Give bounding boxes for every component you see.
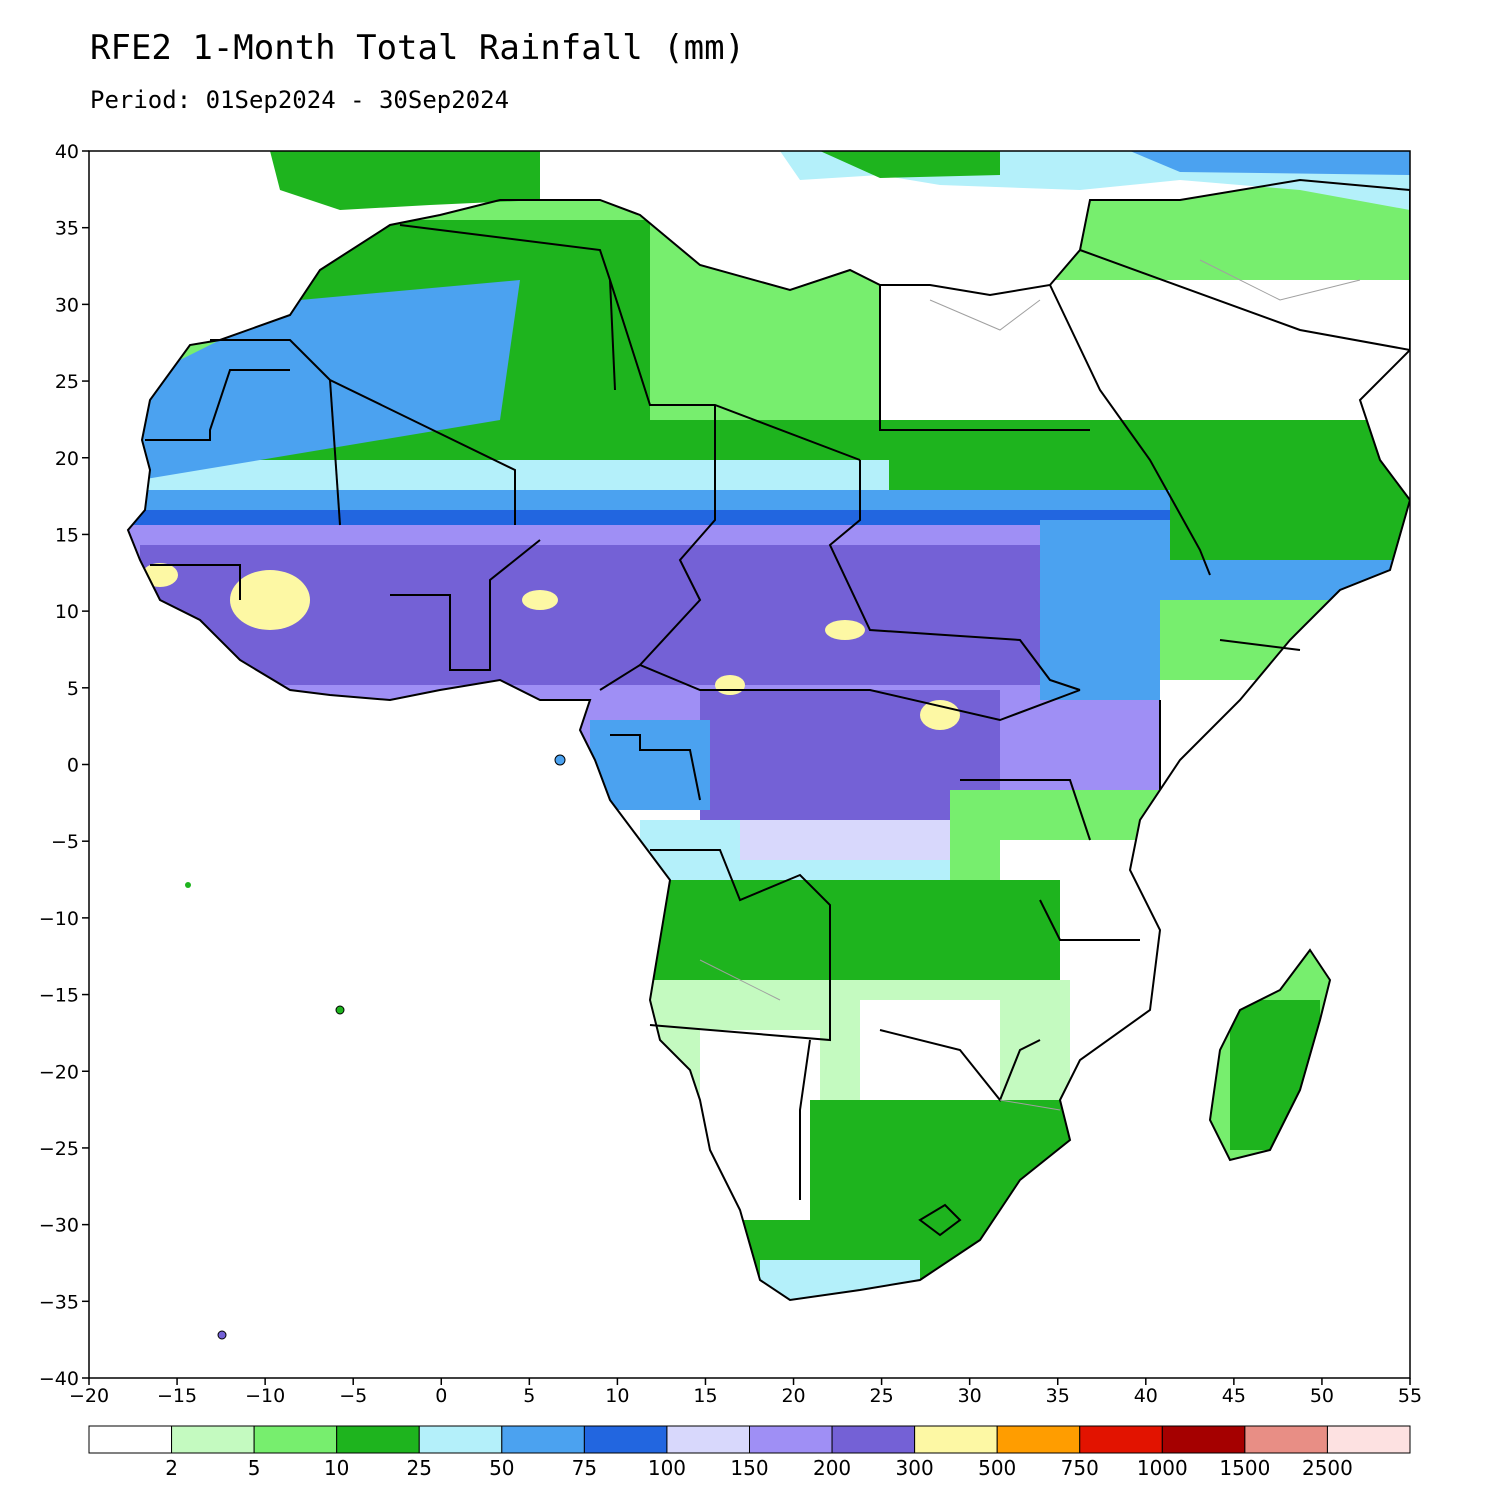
- iberia-rainfall: [270, 151, 540, 210]
- colorbar-swatch: [831, 1425, 916, 1454]
- y-tick-label: −15: [39, 985, 79, 1007]
- colorbar-swatch: [336, 1425, 420, 1454]
- colorbar-label: 25: [407, 1456, 432, 1480]
- colorbar-swatch: [996, 1425, 1081, 1454]
- x-axis: −20 −15 −10 −5 0 5 10 15 20 25 30 35 40 45 50 55: [69, 1378, 1422, 1407]
- admin-borders: [699, 259, 1361, 1111]
- y-tick-label: 15: [55, 524, 79, 546]
- island-st-helena: [335, 1005, 345, 1015]
- map-period: Period: 01Sep2024 - 30Sep2024: [90, 86, 510, 114]
- colorbar-label: 200: [813, 1456, 851, 1480]
- y-tick-label: 35: [55, 218, 79, 240]
- colorbar-swatch: [1244, 1425, 1328, 1454]
- island-sao-tome: [554, 754, 566, 766]
- colorbar-label: 10: [324, 1456, 349, 1480]
- colorbar-swatch: [749, 1425, 833, 1454]
- colorbar-label: 50: [489, 1456, 514, 1480]
- y-tick-label: 5: [67, 678, 79, 700]
- colorbar-label: 500: [978, 1456, 1016, 1480]
- colorbar-label: 1500: [1219, 1456, 1270, 1480]
- x-tick-label: 5: [523, 1385, 535, 1407]
- colorbar-swatch: [914, 1425, 998, 1454]
- x-tick-label: 50: [1310, 1385, 1334, 1407]
- y-tick-label: −20: [39, 1061, 79, 1083]
- x-tick-label: −10: [245, 1385, 285, 1407]
- colorbar-swatch: [253, 1425, 338, 1454]
- colorbar-swatch: [171, 1425, 255, 1454]
- island-ascension: [185, 882, 191, 888]
- colorbar-label: 150: [730, 1456, 768, 1480]
- x-tick-label: −20: [69, 1385, 109, 1407]
- x-tick-label: −15: [157, 1385, 197, 1407]
- africa-coastline: [126, 178, 1410, 1302]
- x-tick-label: 45: [1222, 1385, 1246, 1407]
- y-tick-label: 25: [55, 371, 79, 393]
- country-borders: [145, 224, 1301, 1237]
- colorbar-label: 5: [248, 1456, 261, 1480]
- y-tick-label: −10: [39, 908, 79, 930]
- x-tick-label: 20: [781, 1385, 805, 1407]
- x-tick-label: 55: [1398, 1385, 1422, 1407]
- island-tristan: [217, 1330, 227, 1340]
- x-tick-label: 25: [870, 1385, 894, 1407]
- x-tick-label: 0: [435, 1385, 447, 1407]
- colorbar-swatch: [1079, 1425, 1163, 1454]
- colorbar-swatch: [88, 1425, 173, 1454]
- colorbar-swatch: [418, 1425, 503, 1454]
- y-tick-label: 20: [55, 448, 79, 470]
- red-sea-coast: [1049, 284, 1211, 576]
- colorbar-label: 75: [572, 1456, 597, 1480]
- y-axis: 40 35 30 25 20 15 10 5 0 −5 −10 −15 −20 −25 −30 −35 −40: [39, 141, 89, 1390]
- x-tick-label: 10: [605, 1385, 629, 1407]
- colorbar-label: 300: [896, 1456, 934, 1480]
- y-tick-label: −35: [39, 1291, 79, 1313]
- colorbar-label: 750: [1061, 1456, 1099, 1480]
- y-tick-label: 10: [55, 601, 79, 623]
- y-tick-label: 0: [67, 755, 79, 777]
- y-tick-label: −30: [39, 1215, 79, 1237]
- y-tick-label: 40: [55, 141, 79, 163]
- colorbar-label: 2500: [1302, 1456, 1353, 1480]
- y-tick-label: −5: [51, 831, 79, 853]
- y-tick-label: −25: [39, 1138, 79, 1160]
- map-title: RFE2 1-Month Total Rainfall (mm): [90, 28, 746, 68]
- madagascar-coastline: [1208, 948, 1332, 1162]
- colorbar-label: 1000: [1137, 1456, 1188, 1480]
- colorbar-swatch: [501, 1425, 585, 1454]
- colorbar-swatch: [666, 1425, 750, 1454]
- y-tick-label: 30: [55, 294, 79, 316]
- y-tick-label: −40: [39, 1368, 79, 1390]
- x-tick-label: 30: [958, 1385, 982, 1407]
- x-tick-label: 40: [1134, 1385, 1158, 1407]
- colorbar-swatch: [1161, 1425, 1246, 1454]
- colorbar-swatch: [583, 1425, 668, 1454]
- colorbar-label: 2: [165, 1456, 178, 1480]
- colorbar: 2 5 10 25 50 75 100 150 200 300 500 750 1000 1500 2500: [88, 1425, 1411, 1480]
- colorbar-swatch: [1326, 1425, 1411, 1454]
- x-tick-label: 15: [693, 1385, 717, 1407]
- x-tick-label: −5: [339, 1385, 367, 1407]
- colorbar-label: 100: [648, 1456, 686, 1480]
- map-area: [89, 151, 1410, 1378]
- x-tick-label: 35: [1046, 1385, 1070, 1407]
